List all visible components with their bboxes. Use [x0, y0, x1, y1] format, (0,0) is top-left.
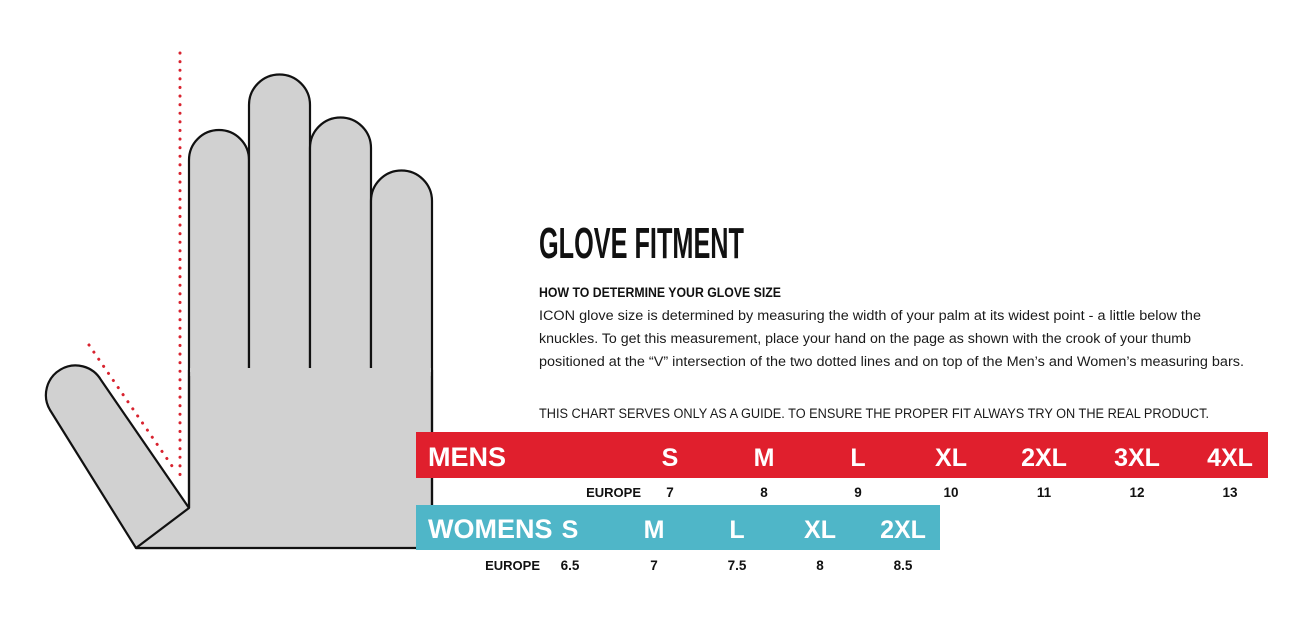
- body-line: ICON glove size is determined by measuri…: [539, 308, 1201, 323]
- note: THIS CHART SERVES ONLY AS A GUIDE. TO EN…: [539, 406, 1209, 421]
- body-line: knuckles. To get this measurement, place…: [539, 331, 1191, 346]
- finger: [247, 73, 312, 374]
- finger: [369, 169, 434, 372]
- europe-size: 8: [760, 485, 768, 500]
- measure-guides: [87, 51, 182, 480]
- thumb: [44, 364, 202, 550]
- womens-label: WOMENS: [428, 514, 553, 544]
- europe-size: 7.5: [728, 558, 747, 573]
- europe-size: 13: [1222, 485, 1238, 500]
- europe-size: 8.5: [894, 558, 913, 573]
- title: GLOVE FITMENT: [539, 219, 744, 268]
- dotted-line: [87, 343, 174, 468]
- size-label: XL: [804, 516, 836, 544]
- europe-size: 11: [1037, 485, 1052, 500]
- size-label: 4XL: [1207, 444, 1253, 472]
- size-label: S: [662, 444, 679, 472]
- europe-label: EUROPE: [485, 558, 540, 573]
- size-label: 2XL: [1021, 444, 1067, 472]
- size-label: M: [644, 516, 665, 544]
- europe-label: EUROPE: [586, 485, 641, 500]
- hand-illustration: [44, 73, 434, 550]
- size-label: 2XL: [880, 516, 926, 544]
- size-label: M: [754, 444, 775, 472]
- europe-size: 6.5: [561, 558, 580, 573]
- palm-fill: [190, 368, 431, 376]
- europe-size: 9: [854, 485, 862, 500]
- subtitle: HOW TO DETERMINE YOUR GLOVE SIZE: [539, 285, 781, 300]
- europe-size: 8: [816, 558, 824, 573]
- size-label: L: [729, 516, 744, 544]
- finger: [308, 116, 373, 374]
- size-label: 3XL: [1114, 444, 1160, 472]
- mens-bar: [416, 432, 1268, 478]
- europe-size: 12: [1129, 485, 1144, 500]
- europe-size: 10: [943, 485, 958, 500]
- body-line: positioned at the “V” intersection of th…: [539, 354, 1244, 369]
- size-label: S: [562, 516, 579, 544]
- europe-size: 7: [666, 485, 674, 500]
- mens-label: MENS: [428, 442, 506, 472]
- size-label: L: [850, 444, 865, 472]
- europe-size: 7: [650, 558, 658, 573]
- finger: [187, 128, 251, 372]
- womens-bar: [416, 505, 940, 550]
- size-label: XL: [935, 444, 967, 472]
